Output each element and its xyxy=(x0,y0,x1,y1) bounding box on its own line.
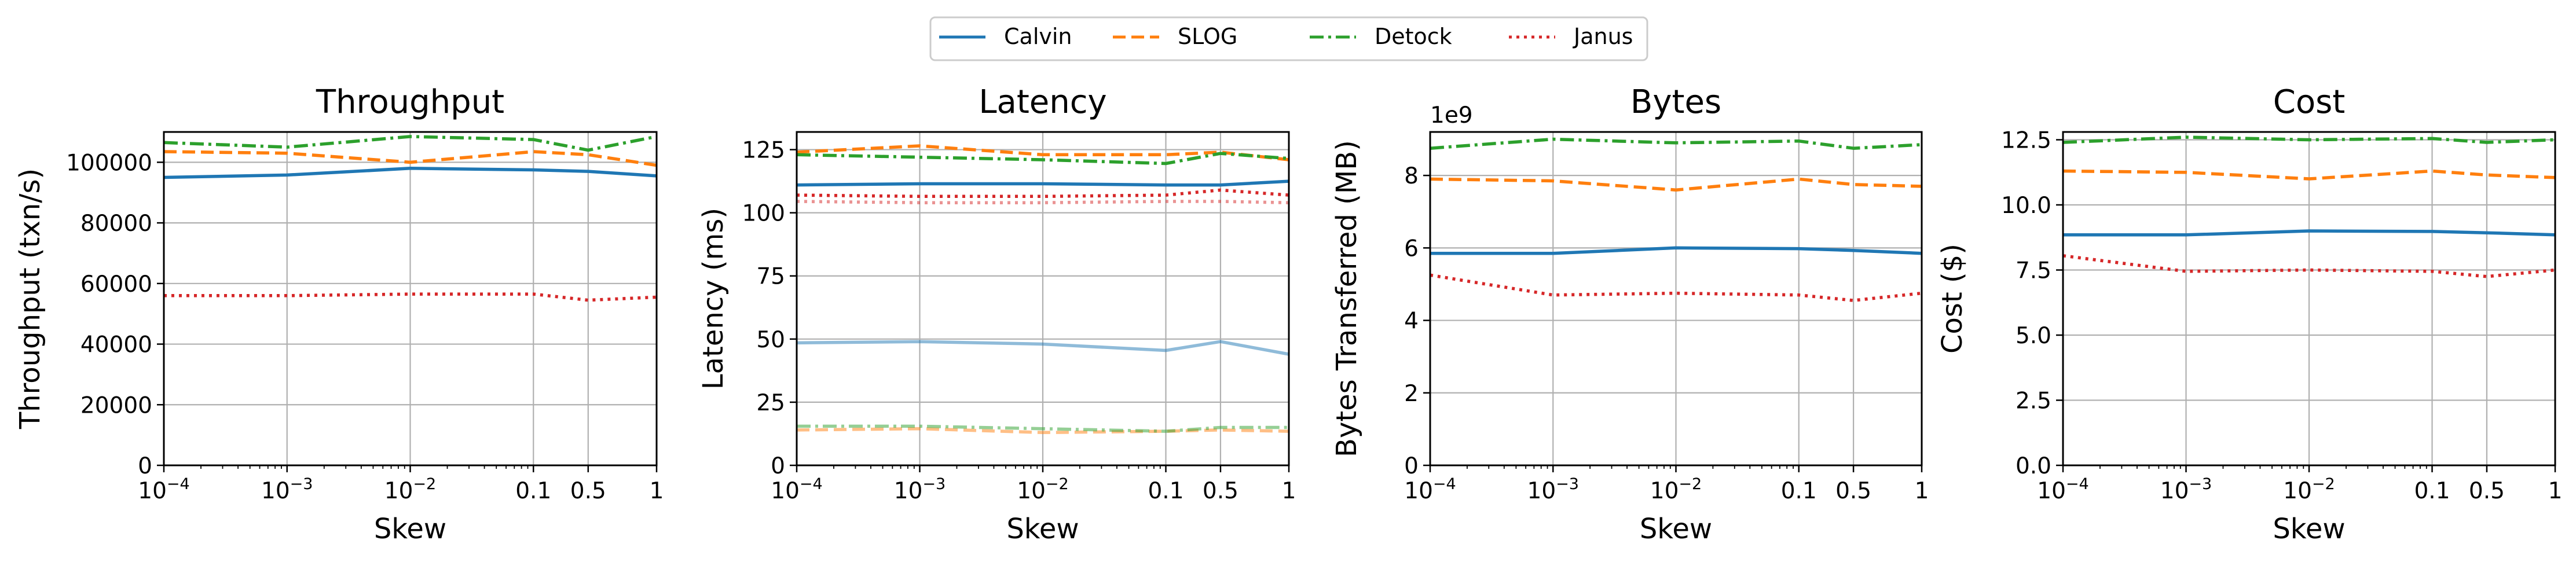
y-tick-label: 0 xyxy=(1404,453,1419,479)
y-axis-label: Latency (ms) xyxy=(697,208,730,390)
legend-label: Calvin xyxy=(1004,24,1072,49)
y-axis-label: Cost ($) xyxy=(1936,244,1969,354)
x-tick-label: 10−2 xyxy=(1017,475,1068,504)
y-tick-label: 20000 xyxy=(80,392,152,418)
grid xyxy=(2062,132,2556,467)
y-axis-label: Throughput (txn/s) xyxy=(14,168,46,429)
chart-title: Bytes xyxy=(1630,83,1721,121)
series-line-calvin xyxy=(796,179,1289,187)
faded-series-line-calvin xyxy=(796,340,1289,356)
y-tick-label: 6 xyxy=(1404,236,1419,262)
legend-item-janus: Janus xyxy=(1509,24,1633,49)
legend-label: SLOG xyxy=(1178,24,1237,49)
panel-bytes: 10−4 10−3 10−2 0.1 0.5 1 0 2 4 6 8 Bytes Skew Bytes T… xyxy=(1331,83,1929,545)
series-line-slog xyxy=(163,150,657,167)
y-tick-label: 40000 xyxy=(80,332,152,358)
y-tick-label: 10.0 xyxy=(2001,193,2051,219)
series-line-calvin xyxy=(163,167,657,179)
x-tick-label: 1 xyxy=(1915,478,1929,504)
y-axis-label: Bytes Transferred (MB) xyxy=(1331,140,1363,457)
y-tick-label: 4 xyxy=(1404,308,1419,335)
chart-title: Latency xyxy=(979,83,1106,121)
chart-title: Cost xyxy=(2273,83,2346,121)
x-tick-label: 10−2 xyxy=(1650,475,1702,504)
x-axis-label: Skew xyxy=(374,513,446,545)
series-line-slog xyxy=(1430,177,1922,192)
axis-offset-text: 1e9 xyxy=(1430,102,1473,128)
x-tick-label: 10−3 xyxy=(261,475,313,504)
x-tick-label: 1 xyxy=(2548,478,2563,504)
series-line-slog xyxy=(2062,169,2556,181)
x-axis-label: Skew xyxy=(2273,513,2345,545)
x-tick-label: 10−4 xyxy=(1404,475,1456,504)
y-tick-label: 25 xyxy=(756,390,785,416)
series-line-detock xyxy=(796,152,1289,166)
series-line-calvin xyxy=(2063,229,2556,237)
x-tick-label: 0.1 xyxy=(1148,478,1183,504)
x-tick-label: 10−3 xyxy=(894,475,946,504)
x-tick-label: 10−3 xyxy=(1527,475,1579,504)
x-tick-label: 1 xyxy=(1282,478,1296,504)
x-tick-label: 10−4 xyxy=(771,475,822,504)
x-tick-label: 0.1 xyxy=(1781,478,1817,504)
series-line-detock xyxy=(2062,135,2556,144)
x-tick-label: 0.5 xyxy=(2469,478,2505,504)
y-tick-label: 8 xyxy=(1404,163,1419,189)
y-tick-label: 125 xyxy=(742,138,785,164)
y-tick-label: 2.5 xyxy=(2016,388,2051,414)
series-line-detock xyxy=(1430,137,1922,150)
y-tick-label: 7.5 xyxy=(2016,258,2051,284)
legend-frame xyxy=(929,16,1648,61)
grid xyxy=(163,132,658,467)
legend-item-detock: Detock xyxy=(1310,24,1452,49)
x-tick-label: 0.5 xyxy=(1203,478,1238,504)
y-tick-label: 0 xyxy=(138,453,152,479)
series-line-calvin xyxy=(1430,246,1922,255)
x-tick-label: 10−3 xyxy=(2160,475,2212,504)
y-tick-label: 60000 xyxy=(80,271,152,297)
x-tick-label: 0.5 xyxy=(570,478,606,504)
panel-cost: 10−4 10−3 10−2 0.1 0.5 10.02.55.07.510.012.5C… xyxy=(1936,83,2562,545)
x-tick-label: 10−4 xyxy=(138,475,189,504)
y-tick-label: 80000 xyxy=(80,211,152,237)
x-axis-label: Skew xyxy=(1640,513,1712,545)
legend-item-slog: SLOG xyxy=(1113,24,1237,49)
x-axis-label: Skew xyxy=(1006,513,1079,545)
chart-panels: 10−4 10−3 10−2 0.1 0.5 1 0 20000 40000 60000 80000… xyxy=(14,83,2562,545)
x-tick-label: 0.5 xyxy=(1835,478,1871,504)
grid xyxy=(1429,132,1923,467)
y-tick-label: 2 xyxy=(1404,381,1419,407)
grid xyxy=(796,132,1290,467)
y-tick-label: 0.0 xyxy=(2016,453,2051,479)
legend-label: Janus xyxy=(1573,24,1633,49)
panel-throughput: 10−4 10−3 10−2 0.1 0.5 1 0 20000 40000 60000 80000… xyxy=(14,83,664,545)
y-tick-label: 50 xyxy=(756,327,785,353)
series-line-detock xyxy=(163,135,657,152)
legend-item-calvin: Calvin xyxy=(939,24,1072,49)
faded-series-line-detock xyxy=(797,424,1289,433)
y-tick-label: 100 xyxy=(742,201,785,227)
series-line-janus xyxy=(1430,273,1922,302)
faded-series-line-slog xyxy=(796,427,1289,435)
x-tick-label: 10−4 xyxy=(2037,475,2088,504)
legend-label: Detock xyxy=(1375,24,1452,49)
legend: Calvin SLOG Detock Janus xyxy=(929,16,1648,61)
x-tick-label: 1 xyxy=(650,478,664,504)
y-tick-label: 0 xyxy=(771,453,785,479)
y-tick-label: 12.5 xyxy=(2001,128,2051,154)
y-tick-label: 75 xyxy=(756,264,785,290)
y-tick-label: 5.0 xyxy=(2016,323,2051,349)
x-tick-label: 0.1 xyxy=(2414,478,2450,504)
panel-latency: 10−4 10−3 10−2 0.1 0.5 1 0 25 50 75 100 125 Latency S… xyxy=(697,83,1296,545)
x-tick-label: 10−2 xyxy=(2283,475,2335,504)
x-tick-label: 0.1 xyxy=(515,478,551,504)
chart-title: Throughput xyxy=(316,83,504,121)
y-tick-label: 100000 xyxy=(66,150,152,176)
x-tick-label: 10−2 xyxy=(384,475,436,504)
